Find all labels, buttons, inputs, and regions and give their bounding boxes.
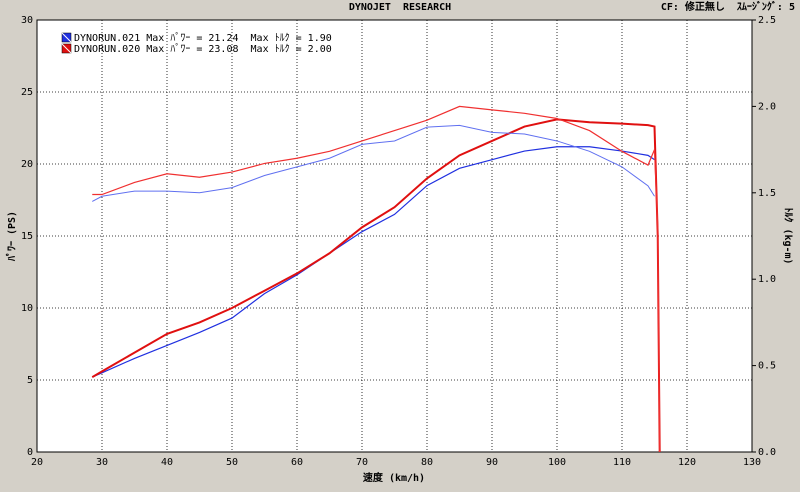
chart-title: DYNOJET RESEARCH xyxy=(349,2,451,13)
x-axis-label: 速度 (km/h) xyxy=(363,471,425,484)
legend-label: DYNORUN.021 Max ﾊﾟﾜｰ = 21.24 Max ﾄﾙｸ = 1… xyxy=(74,32,332,44)
x-tick-label: 50 xyxy=(226,457,238,468)
legend-swatch-mark xyxy=(61,32,72,43)
y-tick-label: 25 xyxy=(21,87,33,98)
y-tick-label: 5 xyxy=(27,375,33,386)
y2-tick-label: 1.5 xyxy=(758,188,776,199)
y2-tick-label: 0.5 xyxy=(758,361,776,372)
legend-label: DYNORUN.020 Max ﾊﾟﾜｰ = 23.08 Max ﾄﾙｸ = 2… xyxy=(74,43,332,55)
x-tick-label: 60 xyxy=(291,457,303,468)
x-tick-label: 90 xyxy=(486,457,498,468)
series-line xyxy=(92,146,655,378)
x-tick-label: 100 xyxy=(548,457,566,468)
y-tick-label: 30 xyxy=(21,15,33,26)
legend-swatch-mark xyxy=(61,43,72,54)
settings: CF: 修正無し ｽﾑｰｼﾞﾝｸﾞ: 5 xyxy=(661,0,795,13)
y2-tick-label: 2.5 xyxy=(758,15,776,26)
x-tick-label: 130 xyxy=(743,457,761,468)
x-tick-label: 20 xyxy=(31,457,43,468)
y2-axis-label: ﾄﾙｸ (kg-m) xyxy=(782,207,794,264)
x-tick-label: 80 xyxy=(421,457,433,468)
series-line xyxy=(92,105,661,453)
x-tick-label: 70 xyxy=(356,457,368,468)
y2-tick-label: 1.0 xyxy=(758,274,776,285)
series-line xyxy=(92,124,655,202)
series-line xyxy=(91,118,661,453)
x-tick-label: 120 xyxy=(678,457,696,468)
y-tick-label: 20 xyxy=(21,159,33,170)
x-tick-label: 30 xyxy=(96,457,108,468)
y-tick-label: 15 xyxy=(21,231,33,242)
x-tick-label: 110 xyxy=(613,457,631,468)
y-tick-label: 0 xyxy=(27,447,33,458)
x-tick-label: 40 xyxy=(161,457,173,468)
y2-tick-label: 2.0 xyxy=(758,101,776,112)
y-axis-label: ﾊﾟﾜｰ (PS) xyxy=(5,211,18,262)
y-tick-label: 10 xyxy=(21,303,33,314)
y2-tick-label: 0.0 xyxy=(758,447,776,458)
